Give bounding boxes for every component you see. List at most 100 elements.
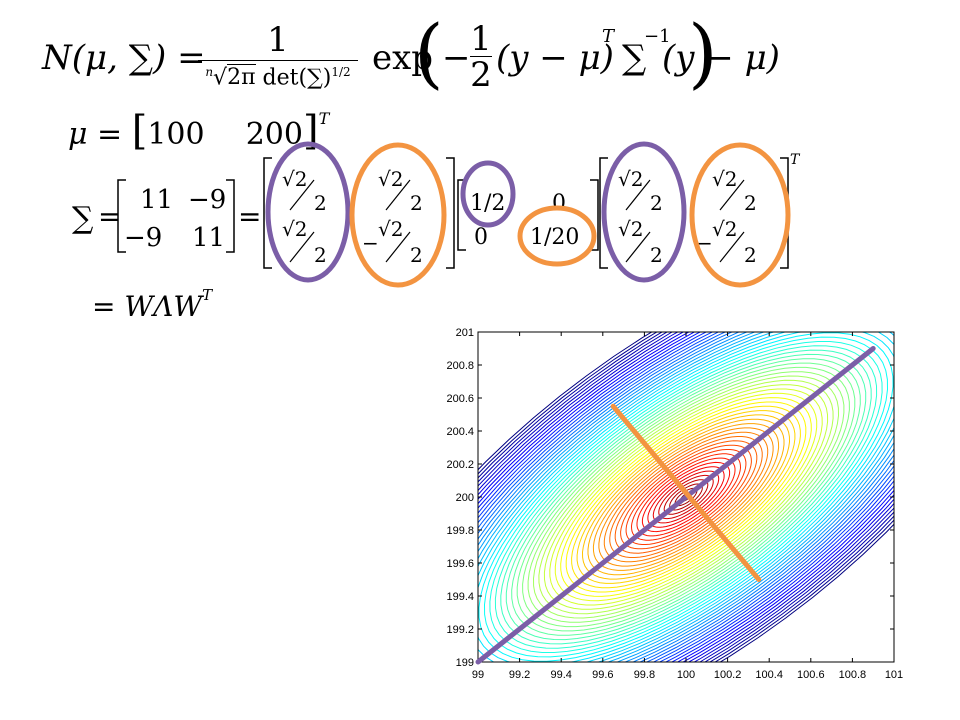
x-tick-label: 99: [472, 669, 484, 681]
w22-den: 2: [410, 243, 423, 267]
x-tick-label: 100: [677, 669, 695, 681]
wt22-den: 2: [744, 243, 757, 267]
wt22-slash: [719, 231, 745, 263]
x-tick-label: 100.8: [839, 669, 867, 681]
exp-label: exp: [372, 38, 434, 78]
lambda-21: 0: [474, 225, 488, 250]
radicand: 2π: [227, 64, 256, 91]
x-tick-label: 100.4: [755, 669, 783, 681]
eigenvalue-2-highlight: [517, 205, 597, 267]
w11-num: √2: [282, 167, 307, 191]
wt11-den: 2: [650, 191, 663, 215]
mu-equals: =: [97, 117, 123, 152]
eigenvector-1-highlight: [265, 141, 351, 283]
term-y-minus-mu-1: (y − μ): [496, 38, 614, 78]
sigma-lhs: ∑: [72, 201, 94, 236]
x-tick-label: 99.6: [592, 669, 613, 681]
w12-slash: [385, 179, 411, 211]
w12-num: √2: [378, 167, 403, 191]
contour-line: [478, 332, 894, 662]
w22-slash: [385, 231, 411, 263]
wt21-num: √2: [618, 217, 643, 241]
x-tick-label: 99.2: [509, 669, 530, 681]
lambda-bracket-left: [457, 179, 466, 251]
cov-bracket-right: [226, 179, 235, 253]
x-tick-label: 100.2: [714, 669, 742, 681]
mu-transpose: T: [318, 109, 330, 128]
cov-bracket-left: [117, 179, 126, 253]
contour-line: [478, 332, 894, 662]
w12-den: 2: [410, 191, 423, 215]
y-tick-label: 199.2: [446, 624, 474, 636]
lambda-11: 1/2: [470, 191, 505, 216]
inverse-exponent: −1: [644, 26, 671, 47]
y-tick-label: 199.8: [446, 525, 474, 537]
mu-symbol: μ: [68, 117, 88, 152]
wt21-slash: [625, 231, 651, 263]
w22-neg: −: [362, 231, 379, 255]
wt12-slash: [719, 179, 745, 211]
purple-principal-axis: [475, 346, 876, 665]
formula-numerator: 1: [267, 20, 289, 60]
axis-ticks: 99 99.2 99.4 99.6 99.8 100 100.2 100.4 100.6 100.…: [446, 327, 903, 681]
y-tick-label: 200: [456, 492, 474, 504]
wt12-den: 2: [744, 191, 757, 215]
cov-m21: −9: [124, 223, 162, 253]
contour-line: [478, 332, 894, 662]
w21-num: √2: [282, 217, 307, 241]
wt-transpose: T: [790, 152, 801, 168]
term-y-minus-mu-2: (y − μ): [662, 38, 780, 78]
y-tick-label: 199.4: [446, 591, 474, 603]
sigma-symbol: ∑: [622, 38, 647, 78]
contour-line: [478, 332, 894, 662]
orange-principal-axis: [610, 403, 762, 582]
wlw-text: = WΛW: [92, 290, 203, 323]
sigma-equals-2: =: [238, 200, 261, 233]
y-tick-label: 200.2: [446, 459, 474, 471]
formula-lhs: N(μ, ∑) =: [42, 38, 206, 78]
root-index: n: [205, 65, 214, 79]
w-bracket-right: [446, 157, 455, 269]
wt-bracket-left: [599, 157, 608, 269]
x-tick-label: 101: [885, 669, 903, 681]
y-tick-label: 201: [456, 327, 474, 339]
w11-den: 2: [314, 191, 327, 215]
eigenvector-1t-highlight: [601, 141, 687, 283]
x-tick-label: 100.6: [797, 669, 825, 681]
w21-slash: [289, 231, 315, 263]
mu-value-1: 100: [147, 117, 205, 152]
transpose-1: T: [602, 26, 615, 47]
sigma-decomposition: ∑ = 11 −9 −9 11 = √2 2 √2 2 √2 2 − √2 2 …: [72, 141, 801, 288]
lambda-22: 1/20: [530, 225, 579, 250]
wlw-transpose: T: [202, 286, 213, 304]
wt11-num: √2: [618, 167, 643, 191]
formula-denominator: n√2π det(∑)1/2: [205, 64, 351, 91]
eigenvalue-1-highlight: [460, 160, 516, 228]
x-tick-label: 99.4: [550, 669, 571, 681]
formula-fraction: 1 n√2π det(∑)1/2: [198, 20, 358, 91]
lambda-bracket-right: [590, 179, 599, 251]
wt12-num: √2: [712, 167, 737, 191]
contour-line: [478, 332, 894, 662]
y-tick-label: 200.8: [446, 360, 474, 372]
sigma-equals-1: =: [98, 200, 121, 233]
det-term: det(∑): [262, 65, 332, 91]
w22-num: √2: [378, 217, 403, 241]
w11-slash: [289, 179, 315, 211]
det-exponent: 1/2: [331, 65, 351, 79]
paren-open: (: [414, 8, 444, 97]
y-tick-label: 200.6: [446, 393, 474, 405]
paren-close: ): [688, 8, 718, 97]
wt21-den: 2: [650, 243, 663, 267]
wt22-num: √2: [712, 217, 737, 241]
y-tick-label: 200.4: [446, 426, 474, 438]
wlw-equation: = WΛWT: [92, 286, 212, 323]
y-tick-label: 199: [456, 657, 474, 669]
cov-m12: −9: [188, 185, 226, 215]
w-bracket-left: [263, 157, 272, 269]
cov-m11: 11: [140, 185, 173, 215]
minus-sign: −: [442, 38, 471, 78]
y-tick-label: 199.6: [446, 558, 474, 570]
wt11-slash: [625, 179, 651, 211]
